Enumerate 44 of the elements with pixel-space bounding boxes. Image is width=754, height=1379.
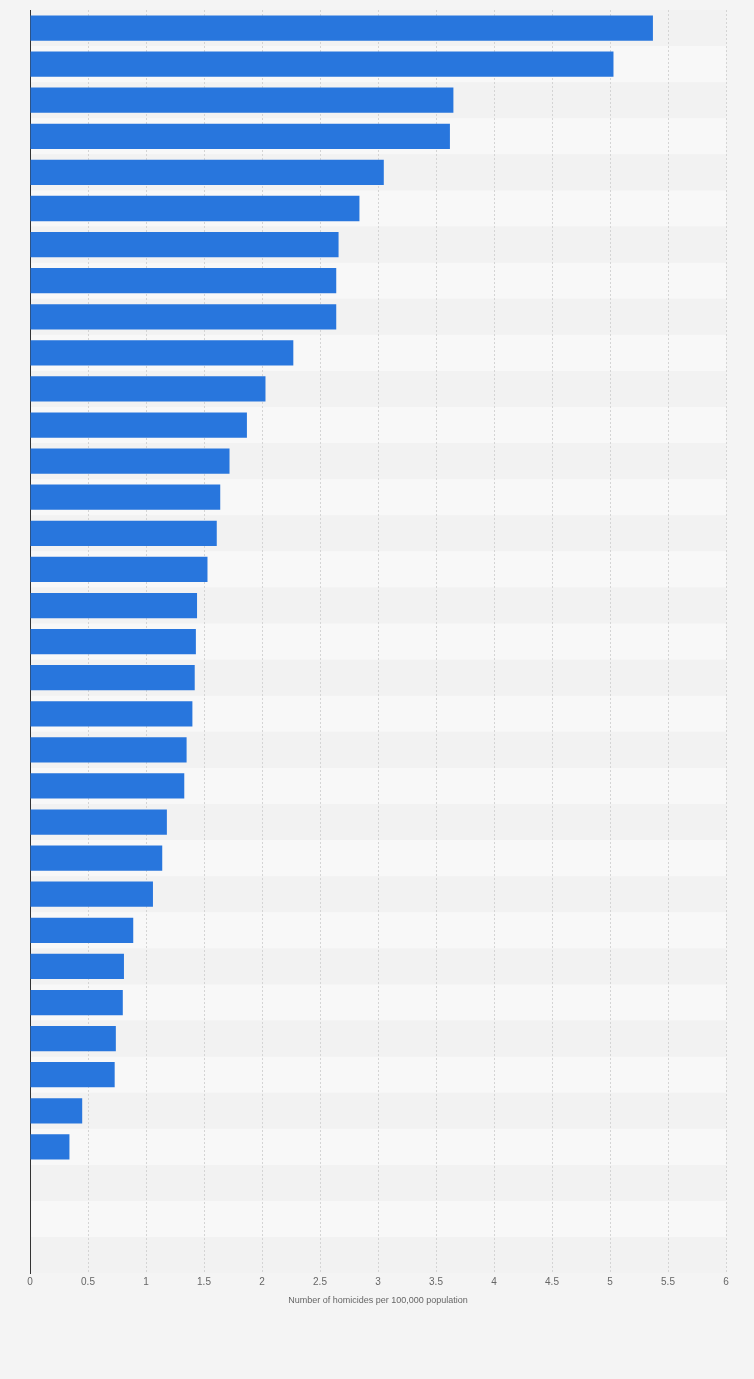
- x-tick-label: 1: [143, 1275, 150, 1287]
- bar: [30, 159, 384, 186]
- bar: [30, 556, 208, 583]
- x-tick-label: 0: [27, 1275, 34, 1287]
- bar: [30, 1062, 115, 1088]
- bar: [30, 412, 247, 438]
- x-tick-label: 0.5: [81, 1275, 96, 1287]
- bar: [30, 376, 266, 402]
- bar: [30, 520, 217, 546]
- bar: [30, 231, 339, 258]
- bar: [30, 665, 195, 691]
- bar: [30, 701, 193, 727]
- x-tick-label: 2.5: [313, 1275, 328, 1287]
- x-tick-label: 2: [259, 1275, 266, 1287]
- bar: [30, 881, 153, 907]
- bar: [30, 809, 167, 835]
- bar: [30, 953, 124, 980]
- bar: [30, 1098, 83, 1124]
- x-tick-label: 5: [607, 1275, 614, 1287]
- bar: [30, 340, 294, 366]
- bar: [30, 592, 198, 619]
- bar: [30, 304, 337, 330]
- x-tick-label: 1.5: [197, 1275, 212, 1287]
- x-tick-label: 3: [375, 1275, 382, 1287]
- bar: [30, 989, 123, 1016]
- bar: [30, 448, 230, 474]
- bar: [30, 195, 360, 222]
- x-tick-label: 4: [491, 1275, 498, 1287]
- x-tick-label: 6: [723, 1275, 730, 1287]
- bar: [30, 484, 221, 510]
- x-tick-label: 5.5: [661, 1275, 676, 1287]
- bar: [30, 917, 134, 943]
- bar: [30, 845, 163, 871]
- bar: [30, 1134, 70, 1160]
- bar: [30, 1025, 116, 1052]
- x-tick-label: 3.5: [429, 1275, 444, 1287]
- x-tick-label: 4.5: [545, 1275, 560, 1287]
- bar: [30, 628, 196, 655]
- bar: [30, 737, 187, 763]
- bar: [30, 123, 450, 149]
- bar: [30, 773, 185, 799]
- bar: [30, 87, 454, 113]
- bar: [30, 268, 337, 294]
- x-axis-title: Number of homicides per 100,000 population: [288, 1295, 468, 1306]
